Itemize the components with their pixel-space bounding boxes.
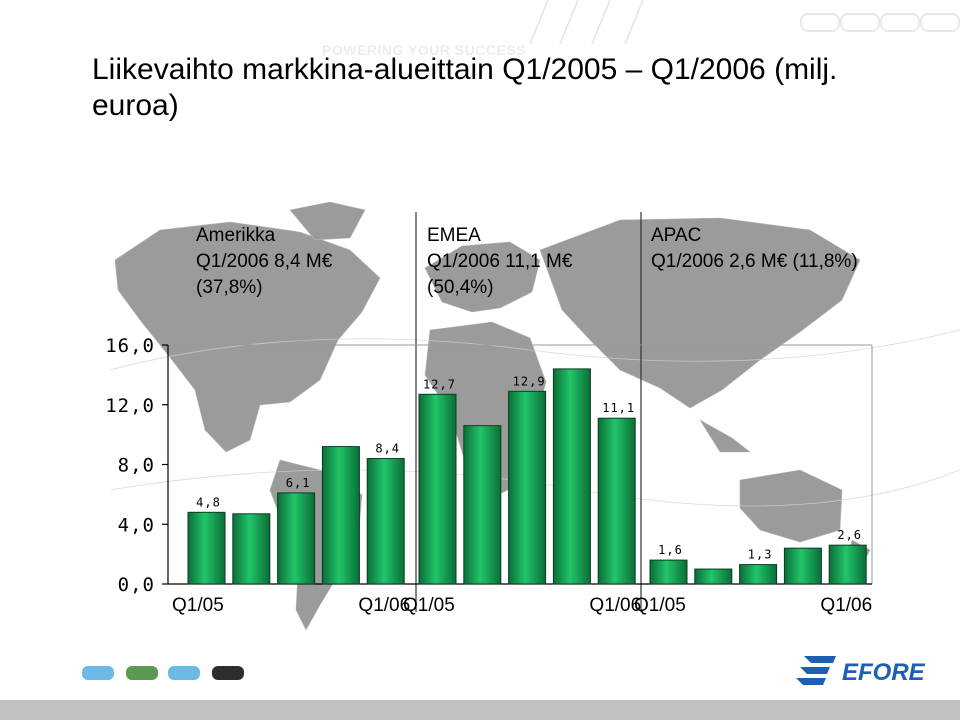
footer-square — [126, 666, 158, 680]
efore-logo: EFORE — [796, 656, 926, 686]
bar-value-label: 12,7 — [423, 377, 456, 391]
bar — [277, 492, 316, 585]
header-pill — [920, 13, 960, 32]
bar — [187, 511, 226, 585]
bar — [694, 568, 733, 585]
header-pill — [840, 13, 880, 32]
bar — [463, 425, 502, 585]
tagline: POWERING YOUR SUCCESS — [322, 42, 526, 58]
region-heading-apac: APAC Q1/2006 2,6 M€ (11,8%) — [651, 223, 858, 275]
bar-value-label: 1,3 — [748, 548, 773, 562]
x-tick-label: Q1/06 — [820, 595, 872, 616]
efore-logo-mark — [796, 656, 836, 685]
bar — [366, 458, 405, 585]
x-tick-label: Q1/05 — [172, 595, 224, 616]
bar — [418, 393, 457, 585]
bar-value-label: 2,6 — [837, 528, 862, 542]
page-title: Liikevaihto markkina-alueittain Q1/2005 … — [92, 53, 838, 122]
region-name: APAC — [651, 225, 702, 246]
bar-value-label: 12,9 — [513, 374, 546, 388]
bar — [739, 564, 778, 585]
bar — [321, 446, 360, 585]
bar-value-label: 8,4 — [375, 442, 400, 456]
footer-square — [168, 666, 200, 680]
footer-strip — [0, 700, 960, 720]
header-decoration — [529, 0, 644, 44]
bar — [828, 544, 867, 585]
region-heading-amerikka: Amerikka Q1/2006 8,4 M€ (37,8%) — [196, 223, 332, 301]
y-tick-label: 12,0 — [105, 395, 155, 417]
region-share: (50,4%) — [427, 277, 494, 298]
region-revenue: Q1/2006 2,6 M€ (11,8%) — [651, 251, 858, 272]
region-revenue: Q1/2006 11,1 M€ — [427, 251, 573, 272]
header-pill — [800, 13, 840, 32]
bar — [783, 547, 822, 585]
bar-value-label: 6,1 — [286, 476, 311, 490]
bar — [508, 390, 547, 585]
x-tick-label: Q1/06 — [589, 595, 641, 616]
x-tick-label: Q1/06 — [358, 595, 410, 616]
efore-logo-text: EFORE — [842, 659, 926, 686]
region-name: EMEA — [427, 225, 481, 246]
footer-square — [82, 666, 114, 680]
x-tick-label: Q1/05 — [403, 595, 455, 616]
bar — [232, 513, 271, 585]
region-name: Amerikka — [196, 225, 276, 246]
y-tick-label: 0,0 — [118, 574, 155, 596]
bar — [597, 417, 636, 585]
bar-value-label: 4,8 — [196, 495, 221, 509]
x-tick-label: Q1/05 — [634, 595, 686, 616]
y-tick-label: 4,0 — [118, 514, 155, 536]
y-tick-label: 8,0 — [118, 455, 155, 477]
bar — [552, 368, 591, 585]
bar-value-label: 1,6 — [658, 543, 683, 557]
region-revenue: Q1/2006 8,4 M€ — [196, 251, 333, 272]
region-share: (37,8%) — [196, 277, 263, 298]
y-tick-label: 16,0 — [105, 335, 155, 357]
bar-value-label: 11,1 — [602, 401, 635, 415]
footer-square — [212, 666, 244, 680]
bar — [649, 559, 688, 585]
region-heading-emea: EMEA Q1/2006 11,1 M€ (50,4%) — [427, 223, 572, 301]
header-pill — [880, 13, 920, 32]
world-map-background — [109, 201, 960, 631]
